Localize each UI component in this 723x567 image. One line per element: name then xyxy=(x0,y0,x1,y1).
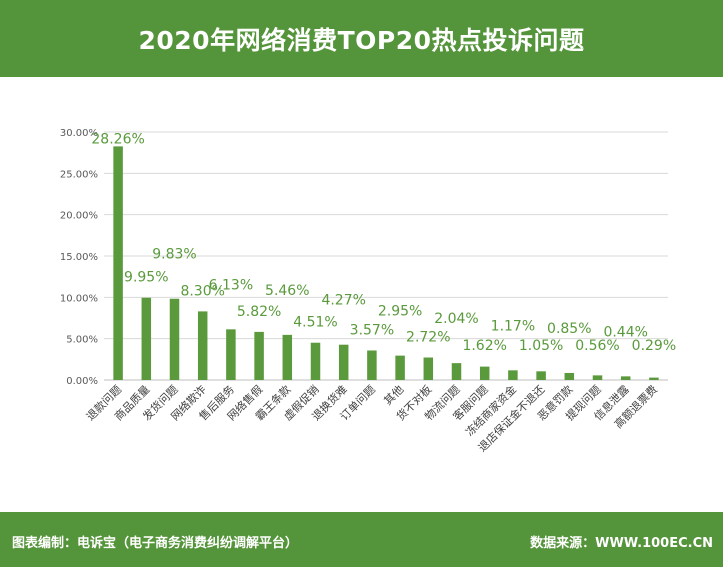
bar xyxy=(451,363,462,380)
value-label: 0.44% xyxy=(603,324,647,340)
bar xyxy=(423,357,434,380)
y-tick-label: 15.00% xyxy=(60,252,98,263)
y-tick-label: 20.00% xyxy=(60,211,98,222)
value-label: 0.29% xyxy=(632,338,676,354)
bar xyxy=(113,146,123,380)
bar xyxy=(310,342,321,380)
bar xyxy=(479,366,490,380)
footer-banner: 图表编制：电诉宝（电子商务消费纠纷调解平台） 数据来源：WWW.100EC.CN xyxy=(0,512,723,567)
y-tick-label: 5.00% xyxy=(66,335,98,346)
value-label: 6.13% xyxy=(209,277,253,293)
bar xyxy=(592,375,603,380)
chart-title: 2020年网络消费TOP20热点投诉问题 xyxy=(138,25,585,55)
value-label: 3.57% xyxy=(350,322,394,338)
bar xyxy=(282,334,293,380)
y-tick-label: 25.00% xyxy=(60,169,98,180)
y-tick-label: 0.00% xyxy=(66,376,98,387)
value-label: 1.62% xyxy=(462,338,506,354)
bar xyxy=(254,331,264,380)
value-label: 1.17% xyxy=(491,318,535,334)
bar xyxy=(141,297,152,380)
value-label: 8.30% xyxy=(180,283,224,299)
value-label: 1.05% xyxy=(519,338,563,354)
bar xyxy=(197,311,208,380)
value-label: 9.95% xyxy=(124,270,168,286)
bar-chart: 0.00% 5.00% 10.00% 15.00% 20.00% 25.00% 30.00%… xyxy=(60,128,676,454)
y-tick-label: 10.00% xyxy=(60,293,98,304)
value-label: 0.56% xyxy=(575,338,619,354)
x-axis-labels: 退款问题商品质量发货问题网络欺诈售后服务网络售假霸王条款虚假促销退换货难订单问题… xyxy=(83,382,660,454)
category-label: 其他 xyxy=(381,383,406,408)
bar xyxy=(226,329,236,380)
y-axis: 0.00% 5.00% 10.00% 15.00% 20.00% 25.00% 30.00% xyxy=(60,128,98,387)
bars xyxy=(113,146,659,380)
y-tick-label: 30.00% xyxy=(60,128,98,139)
value-label: 2.04% xyxy=(434,311,478,327)
bar xyxy=(536,371,546,380)
value-label: 4.51% xyxy=(293,315,337,331)
bar xyxy=(620,376,631,380)
value-label: 28.26% xyxy=(91,131,144,147)
bar xyxy=(564,372,575,380)
value-label: 4.27% xyxy=(321,293,365,309)
bar xyxy=(395,355,405,380)
bar xyxy=(169,298,180,380)
bar xyxy=(649,377,659,380)
value-label: 2.72% xyxy=(406,330,450,346)
title-banner: 2020年网络消费TOP20热点投诉问题 xyxy=(0,0,723,77)
value-label: 5.46% xyxy=(265,283,309,299)
bar xyxy=(508,370,518,380)
value-label: 0.85% xyxy=(547,321,591,337)
footer-source-note: 图表编制：电诉宝（电子商务消费纠纷调解平台） xyxy=(12,536,299,551)
value-label: 2.95% xyxy=(378,304,422,320)
footer-data-source: 数据来源：WWW.100EC.CN xyxy=(530,536,713,551)
bar xyxy=(367,350,377,380)
value-label: 5.82% xyxy=(237,304,281,320)
value-label: 9.83% xyxy=(152,247,196,263)
bar xyxy=(338,344,349,380)
value-labels: 28.26% 9.95% 9.83% 8.30%6.13% 5.82% 5.46% 4.51… xyxy=(91,131,676,354)
